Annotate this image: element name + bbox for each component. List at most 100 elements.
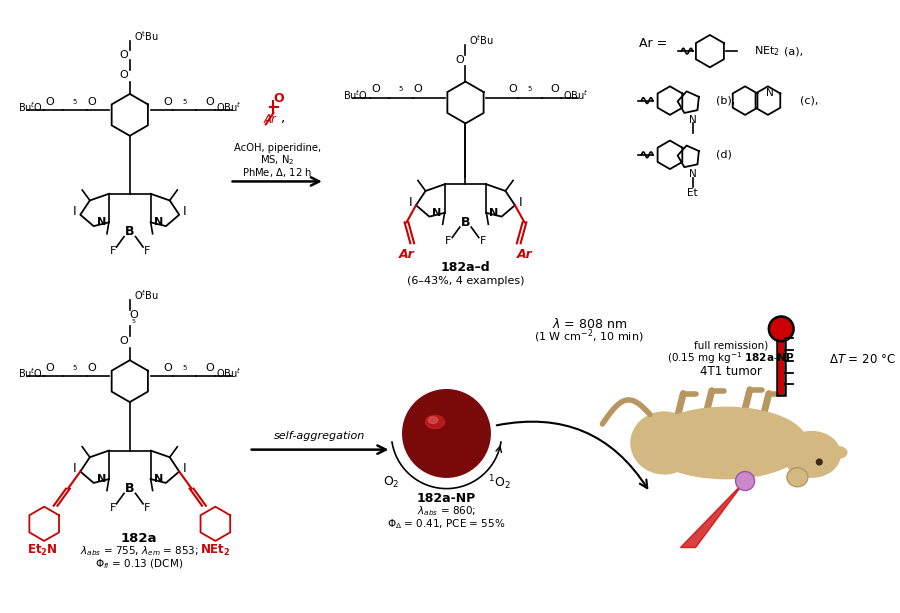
Circle shape: [423, 410, 470, 457]
Text: N: N: [96, 474, 106, 484]
Text: $\lambda_{abs}$ = 755, $\lambda_{em}$ = 853;: $\lambda_{abs}$ = 755, $\lambda_{em}$ = …: [80, 544, 199, 558]
Text: 182a: 182a: [121, 531, 158, 544]
Text: O: O: [120, 70, 129, 80]
Circle shape: [428, 414, 465, 452]
Circle shape: [434, 421, 459, 446]
Text: O: O: [455, 55, 464, 65]
Ellipse shape: [830, 447, 847, 458]
Text: O: O: [414, 84, 422, 94]
Text: B: B: [125, 482, 134, 495]
Circle shape: [418, 405, 474, 462]
Text: F: F: [110, 503, 116, 512]
Text: I: I: [409, 196, 412, 209]
Text: O: O: [372, 84, 381, 94]
Circle shape: [443, 430, 450, 437]
Text: 182a-NP: 182a-NP: [417, 492, 476, 504]
Text: Bu$^t$O: Bu$^t$O: [18, 101, 43, 114]
Text: PhMe, $\Delta$, 12 h: PhMe, $\Delta$, 12 h: [242, 166, 312, 180]
Text: $\mathbf{Et_2N}$: $\mathbf{Et_2N}$: [27, 543, 58, 558]
Circle shape: [437, 424, 455, 443]
Circle shape: [440, 427, 454, 440]
Text: self-aggregation: self-aggregation: [274, 432, 365, 441]
Circle shape: [416, 403, 477, 464]
Text: OBu$^t$: OBu$^t$: [216, 101, 241, 114]
Circle shape: [436, 424, 456, 444]
Circle shape: [405, 392, 488, 475]
Text: O$^t$Bu: O$^t$Bu: [133, 289, 158, 302]
Text: N: N: [96, 218, 106, 227]
Circle shape: [425, 412, 468, 455]
Text: O: O: [551, 84, 559, 94]
Text: B: B: [461, 216, 470, 229]
Text: B: B: [125, 226, 134, 238]
Text: (d): (d): [716, 150, 732, 160]
Text: $\Phi_\Delta$ = 0.41, PCE = 55%: $\Phi_\Delta$ = 0.41, PCE = 55%: [387, 517, 506, 531]
Text: OBu$^t$: OBu$^t$: [563, 88, 589, 102]
Text: F: F: [144, 503, 150, 512]
Text: N: N: [766, 88, 774, 98]
Circle shape: [436, 422, 458, 444]
Text: O: O: [274, 92, 284, 105]
Ellipse shape: [426, 416, 445, 428]
Text: O: O: [205, 363, 214, 373]
Text: ,: ,: [281, 110, 285, 124]
Circle shape: [402, 390, 491, 477]
Text: O: O: [46, 363, 54, 373]
Text: I: I: [183, 205, 186, 218]
Text: O: O: [130, 310, 138, 319]
Circle shape: [406, 393, 487, 474]
Circle shape: [438, 425, 454, 441]
Text: N: N: [688, 115, 697, 124]
Bar: [778, 331, 784, 394]
Text: O$^t$Bu: O$^t$Bu: [469, 33, 494, 47]
Text: Ar: Ar: [263, 113, 276, 126]
Text: 182a–d: 182a–d: [441, 262, 491, 275]
Text: Ar: Ar: [399, 248, 414, 261]
Text: O: O: [87, 363, 96, 373]
Text: O: O: [164, 363, 172, 373]
Text: AcOH, piperidine,: AcOH, piperidine,: [234, 143, 320, 153]
Text: O: O: [87, 97, 96, 107]
Text: F: F: [480, 237, 486, 246]
Ellipse shape: [783, 432, 841, 477]
Text: $\Phi_{fl}$ = 0.13 (DCM): $\Phi_{fl}$ = 0.13 (DCM): [95, 557, 184, 571]
Text: OBu$^t$: OBu$^t$: [216, 367, 241, 381]
Text: Ar =: Ar =: [639, 37, 667, 50]
Circle shape: [411, 398, 482, 468]
Circle shape: [419, 406, 473, 460]
Text: Bu$^t$O: Bu$^t$O: [343, 88, 368, 102]
Circle shape: [445, 431, 449, 436]
Circle shape: [402, 390, 491, 477]
Text: N: N: [490, 208, 499, 218]
Text: $_5$: $_5$: [72, 97, 77, 107]
Circle shape: [413, 400, 480, 467]
Text: F: F: [144, 246, 150, 256]
Circle shape: [769, 316, 794, 341]
Circle shape: [414, 401, 479, 466]
Text: NEt$_2$: NEt$_2$: [753, 44, 779, 58]
Text: O: O: [46, 97, 54, 107]
Text: (c),: (c),: [800, 96, 819, 105]
Text: $\lambda_{abs}$ = 860;: $\lambda_{abs}$ = 860;: [417, 504, 476, 519]
Bar: [778, 329, 785, 395]
Text: $_5$: $_5$: [398, 84, 404, 94]
Text: (a),: (a),: [784, 46, 803, 56]
Text: $_5$: $_5$: [72, 363, 77, 373]
Text: (0.15 mg kg$^{-1}$ $\mathbf{182a\text{-}NP}$: (0.15 mg kg$^{-1}$ $\mathbf{182a\text{-}…: [667, 351, 795, 366]
Circle shape: [816, 459, 822, 465]
Text: I: I: [73, 205, 77, 218]
Text: O: O: [205, 97, 214, 107]
Text: $\lambda$ = 808 nm: $\lambda$ = 808 nm: [552, 317, 626, 331]
Circle shape: [432, 419, 461, 448]
Circle shape: [431, 417, 463, 449]
Ellipse shape: [645, 407, 807, 479]
Text: O: O: [120, 50, 129, 60]
Ellipse shape: [428, 417, 438, 424]
Circle shape: [428, 416, 464, 451]
Text: $_5$: $_5$: [182, 97, 188, 107]
Circle shape: [442, 429, 451, 438]
Text: N: N: [432, 208, 442, 218]
Text: O$_2$: O$_2$: [383, 475, 400, 490]
Ellipse shape: [787, 468, 808, 487]
Text: I: I: [518, 196, 523, 209]
